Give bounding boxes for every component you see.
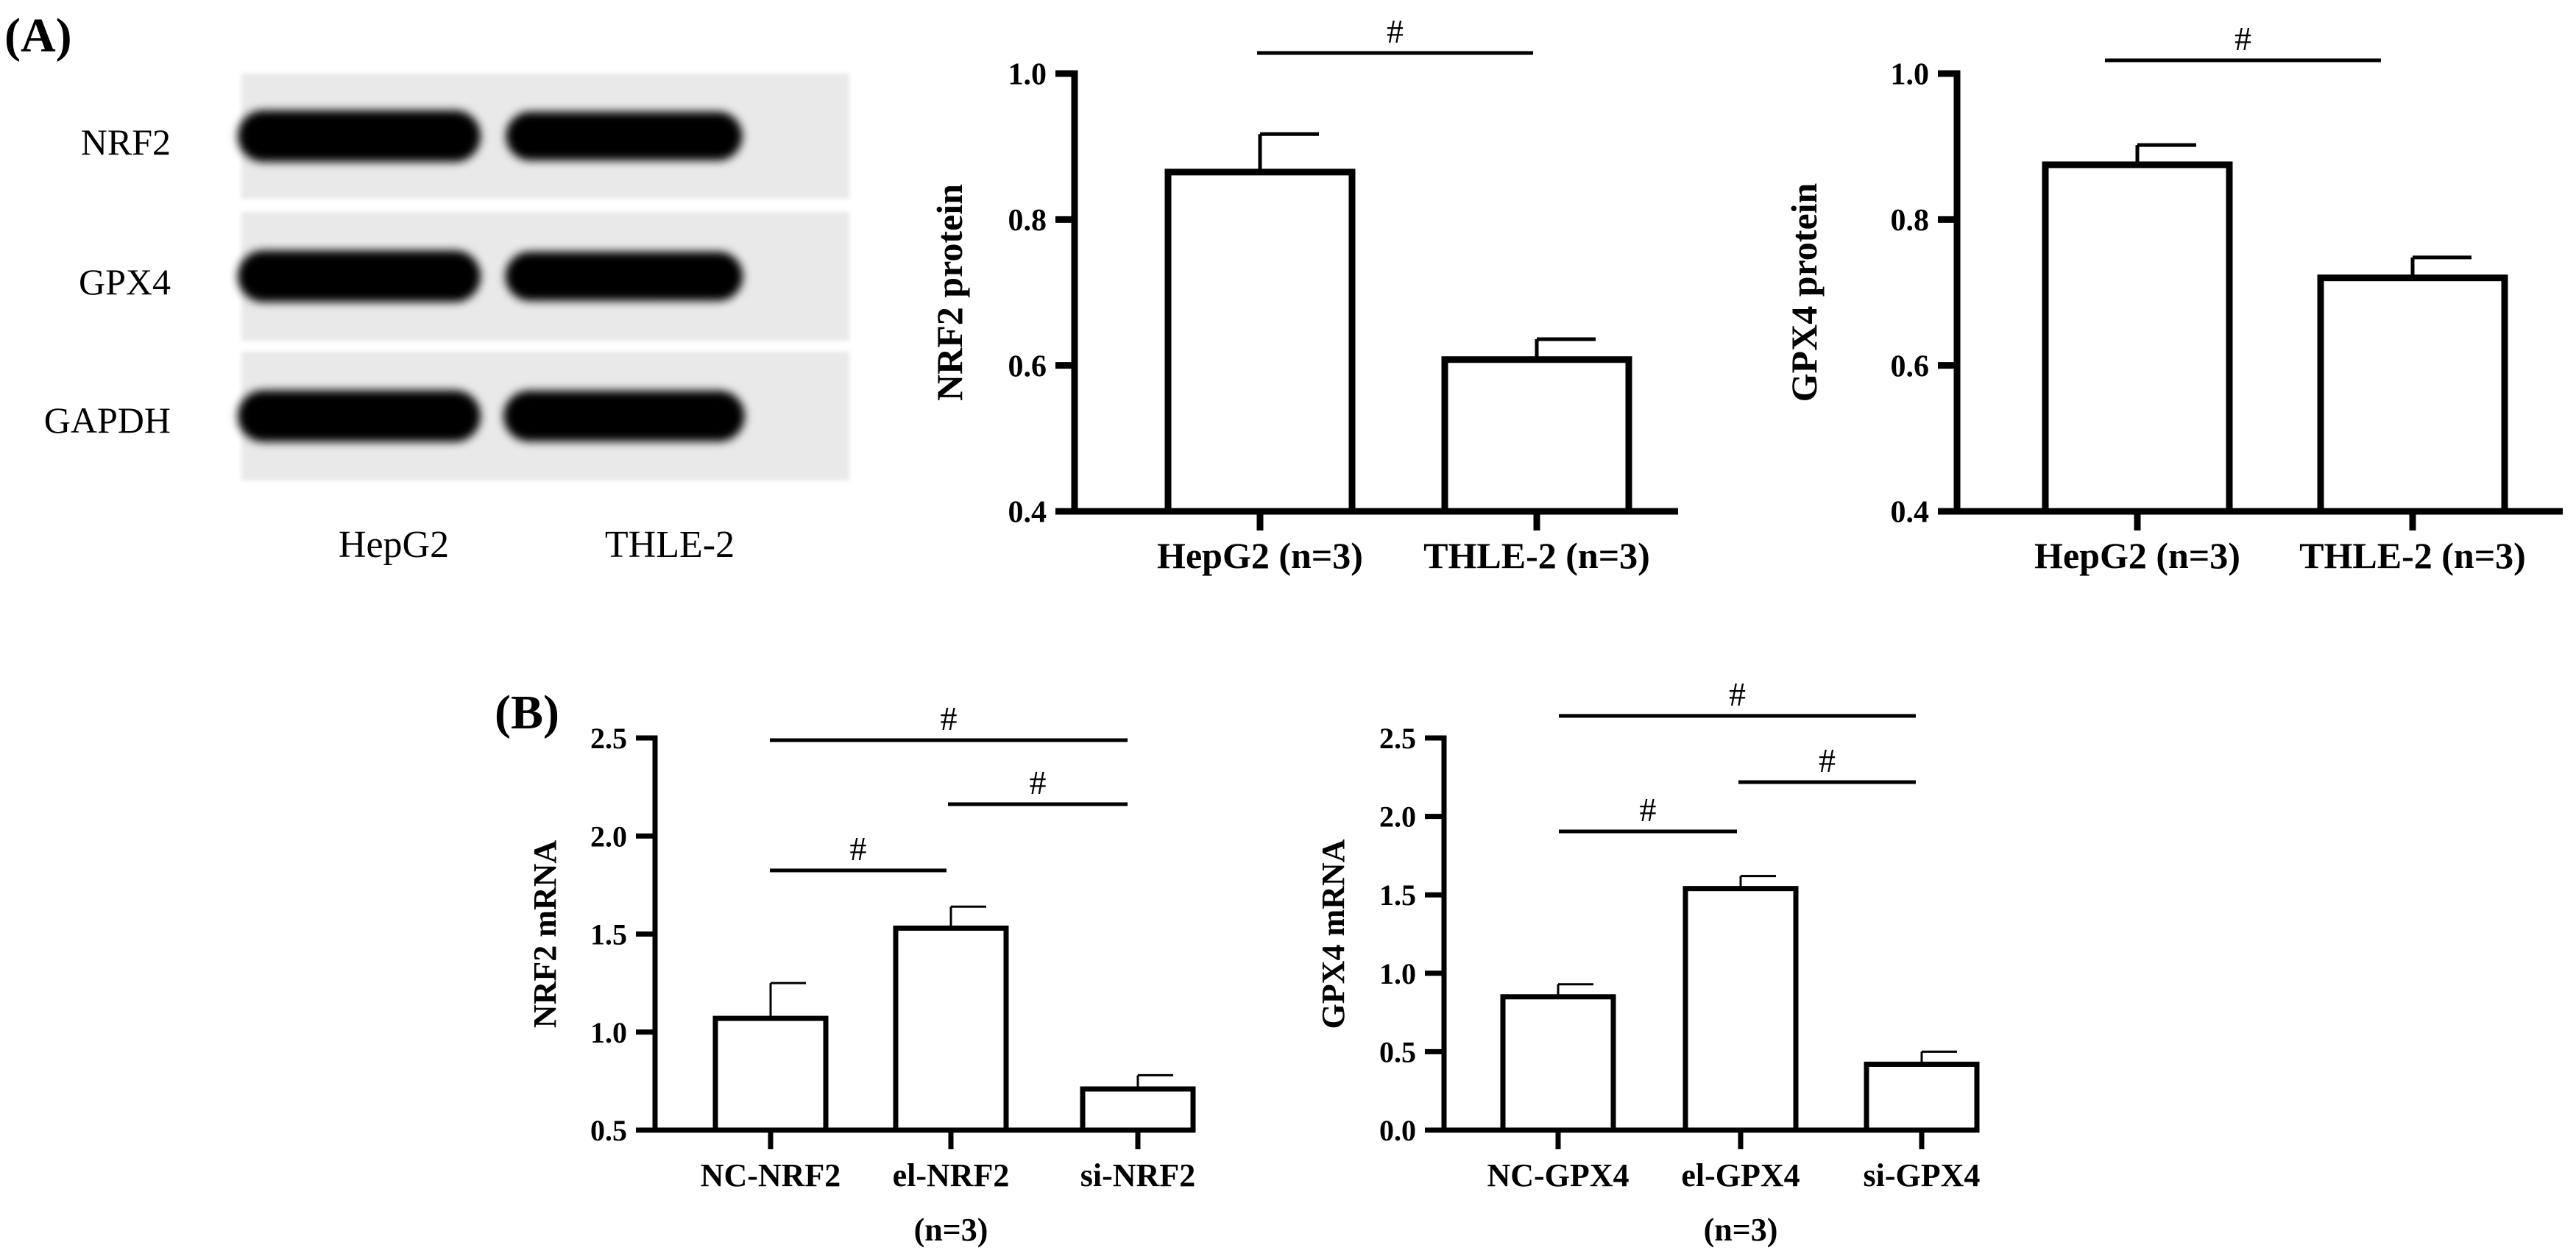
y-tick-label: 0.0 xyxy=(1379,1114,1416,1147)
x-category-label: HepG2 (n=3) xyxy=(2034,535,2240,576)
y-tick-label: 1.5 xyxy=(590,918,627,951)
band-gpx4-1 xyxy=(505,252,743,301)
band-gapdh-0 xyxy=(238,390,481,442)
significance-marker: # xyxy=(1819,742,1836,779)
y-tick-label: 2.0 xyxy=(590,820,627,853)
y-tick-label: 0.6 xyxy=(1008,349,1047,383)
blot-row-label: GAPDH xyxy=(44,400,171,441)
x-axis-label: (n=3) xyxy=(1704,1212,1778,1248)
y-tick-label: 0.6 xyxy=(1891,349,1930,383)
significance-marker: # xyxy=(1640,791,1657,828)
x-category-label: NC-GPX4 xyxy=(1487,1157,1629,1193)
y-tick-label: 1.0 xyxy=(1379,957,1416,990)
band-nrf2-1 xyxy=(506,111,743,161)
band-gapdh-1 xyxy=(503,391,745,441)
significance-marker: # xyxy=(941,700,958,737)
y-tick-label: 1.5 xyxy=(1379,878,1416,912)
band-nrf2-0 xyxy=(238,110,481,162)
bar-1 xyxy=(893,926,1009,1133)
y-tick-label: 0.4 xyxy=(1008,496,1047,530)
nrf2-mrna-chart: 0.5 1.0 1.5 2.0 2.5 NRF2 mRNA NC-NRF2 el-NRF2 si… xyxy=(527,700,1196,1248)
x-category-label: THLE-2 (n=3) xyxy=(2299,535,2526,576)
y-tick-label: 0.8 xyxy=(1008,204,1047,238)
bar-2 xyxy=(1080,1086,1196,1133)
blot-lane-label: THLE-2 xyxy=(605,524,735,566)
y-tick-label: 2.5 xyxy=(1379,722,1416,755)
x-category-label: si-GPX4 xyxy=(1864,1157,1981,1193)
significance-marker: # xyxy=(1387,13,1404,50)
bar-0 xyxy=(1500,994,1616,1133)
bar-0 xyxy=(1164,168,1356,515)
x-category-label: THLE-2 (n=3) xyxy=(1423,535,1650,576)
y-axis-label: GPX4 protein xyxy=(1783,182,1825,402)
y-tick-label: 1.0 xyxy=(1008,58,1047,92)
gpx4-protein-chart: 0.4 0.6 0.8 1.0 GPX4 protein HepG2 (n=3) THLE-… xyxy=(1783,20,2563,576)
x-category-label: NC-NRF2 xyxy=(701,1157,841,1193)
bar-0 xyxy=(2042,161,2233,515)
bar-0 xyxy=(712,1015,829,1133)
y-tick-label: 0.5 xyxy=(1379,1035,1416,1068)
bar-1 xyxy=(1441,356,1632,515)
western-blot: NRF2 GPX4 GAPDH HepG2 THLE-2 xyxy=(44,74,849,566)
gpx4-mrna-chart: 0.0 0.5 1.0 1.5 2.0 2.5 GPX4 mRNA NC-GPX4 el-GPX… xyxy=(1315,675,1980,1248)
y-axis-label: NRF2 protein xyxy=(929,184,970,401)
y-axis-label: GPX4 mRNA xyxy=(1315,839,1351,1029)
y-tick-label: 2.5 xyxy=(590,722,627,755)
y-tick-label: 0.8 xyxy=(1891,204,1930,238)
blot-row-label: NRF2 xyxy=(81,121,171,163)
y-tick-label: 1.0 xyxy=(590,1016,627,1049)
y-tick-label: 0.4 xyxy=(1891,496,1930,530)
x-category-label: el-GPX4 xyxy=(1681,1157,1800,1193)
panel-label-a: (A) xyxy=(4,9,72,63)
bar-1 xyxy=(1682,886,1799,1133)
bar-2 xyxy=(1864,1061,1980,1133)
nrf2-protein-chart: 0.4 0.6 0.8 1.0 NRF2 protein HepG2 (n=3) THLE-… xyxy=(929,13,1678,576)
blot-lane-label: HepG2 xyxy=(339,524,449,566)
panel-label-b: (B) xyxy=(495,686,559,739)
y-tick-label: 2.0 xyxy=(1379,801,1416,834)
significance-marker: # xyxy=(2234,20,2251,57)
band-gpx4-0 xyxy=(238,250,481,302)
y-axis-label: NRF2 mRNA xyxy=(527,840,563,1029)
significance-marker: # xyxy=(1729,675,1746,713)
x-category-label: el-NRF2 xyxy=(893,1157,1010,1193)
x-category-label: si-NRF2 xyxy=(1080,1157,1195,1193)
x-axis-label: (n=3) xyxy=(914,1212,988,1248)
significance-marker: # xyxy=(850,830,867,867)
y-tick-label: 1.0 xyxy=(1891,58,1930,92)
x-category-label: HepG2 (n=3) xyxy=(1157,535,1363,576)
y-tick-label: 0.5 xyxy=(590,1114,627,1147)
blot-row-label: GPX4 xyxy=(79,261,171,302)
significance-marker: # xyxy=(1030,764,1047,801)
bar-1 xyxy=(2317,274,2508,515)
